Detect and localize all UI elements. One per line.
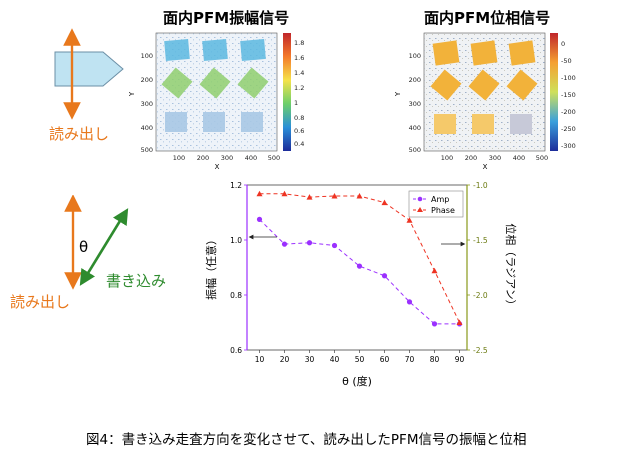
amp-x-tick: 500	[268, 154, 280, 162]
phase-point	[431, 267, 438, 274]
amp-point	[281, 241, 288, 247]
phase-map-domains	[430, 40, 538, 134]
phase-point	[281, 190, 288, 197]
phase-point	[331, 193, 338, 199]
write-label: 書き込み	[106, 272, 167, 290]
phase-point	[306, 194, 313, 200]
amp-y-tick: 400	[141, 124, 153, 132]
left-tick-label: 0.8	[230, 291, 242, 300]
amp-y-tick: 500	[141, 146, 153, 154]
phase-y-tick: 100	[409, 52, 421, 60]
x-tick-label: 70	[405, 355, 415, 364]
phase-map: 0 -50 -100 -150 -200 -250 -300 100 200 3…	[394, 32, 576, 170]
phase-point	[456, 319, 463, 325]
amp-point	[406, 299, 413, 305]
readout-label-top: 読み出し	[49, 125, 110, 143]
amp-cbar-tick: 0.8	[294, 114, 304, 122]
phase-x-label: X	[483, 163, 488, 170]
phase-y-tick: 400	[409, 124, 421, 132]
amp-cbar-tick: 0.4	[294, 140, 304, 148]
amp-y-tick: 100	[141, 52, 153, 60]
series-line-amp	[259, 219, 460, 325]
phase-x-tick: 500	[536, 154, 548, 162]
chart-right-y-label: 位相（ラジアン）	[504, 223, 518, 310]
amp-point	[431, 321, 438, 327]
legend-amp: Amp	[431, 195, 449, 204]
right-tick-label: -1.5	[473, 236, 488, 245]
amp-point	[381, 273, 388, 279]
amp-cbar-tick: 1.6	[294, 54, 304, 62]
amp-y-label: Y	[128, 91, 136, 97]
cantilever-tip-icon	[54, 51, 124, 87]
right-tick-label: -2.5	[473, 346, 488, 355]
readout-label-bottom: 読み出し	[10, 293, 71, 311]
theta-symbol: θ	[79, 238, 89, 256]
amp-map-domains	[161, 38, 269, 132]
amp-map-title: 面内PFM振幅信号	[163, 9, 290, 27]
phase-point	[381, 199, 388, 206]
phase-y-tick: 500	[409, 146, 421, 154]
x-tick-label: 90	[455, 355, 465, 364]
write-arrow-down-icon	[79, 216, 123, 286]
amp-y-tick: 300	[141, 100, 153, 108]
chart-x-label: θ (度)	[342, 374, 372, 388]
phase-map-title: 面内PFM位相信号	[424, 9, 551, 27]
phase-x-tick: 200	[465, 154, 477, 162]
amp-point	[331, 242, 338, 249]
phase-y-label: Y	[394, 91, 402, 97]
phase-y-tick: 200	[409, 76, 421, 84]
amp-x-label: X	[215, 163, 220, 170]
amp-cbar-tick: 1.2	[294, 84, 304, 92]
amp-phase-chart: 10 20 30 40 50 60 70 80 90 0.6 0.8 1.0 1.2 -1.0 -1.5…	[204, 181, 518, 388]
left-tick-label: 0.6	[230, 346, 242, 355]
x-tick-label: 30	[305, 355, 315, 364]
phase-y-tick: 300	[409, 100, 421, 108]
amp-x-tick: 200	[197, 154, 209, 162]
amp-point	[256, 216, 263, 222]
amp-point	[356, 263, 363, 269]
x-tick-label: 40	[330, 355, 340, 364]
phase-point	[256, 190, 263, 197]
tip-diagram	[54, 28, 124, 120]
amp-x-tick: 400	[245, 154, 257, 162]
amp-cbar-tick: 1.8	[294, 39, 304, 47]
x-tick-label: 60	[380, 355, 390, 364]
phase-cbar-tick: -150	[561, 91, 576, 99]
figure-caption: 図4：書き込み走査方向を変化させて、読み出したPFM信号の振幅と位相	[86, 432, 527, 448]
amp-x-tick: 100	[173, 154, 185, 162]
amp-map: 1.8 1.6 1.4 1.2 1 0.8 0.6 0.4 100 200 30…	[128, 32, 304, 170]
x-tick-label: 50	[355, 355, 365, 364]
amp-y-tick: 200	[141, 76, 153, 84]
right-tick-label: -1.0	[473, 181, 488, 190]
amp-x-tick: 300	[221, 154, 233, 162]
phase-x-tick: 300	[489, 154, 501, 162]
x-tick-label: 10	[255, 355, 265, 364]
phase-x-tick: 100	[441, 154, 453, 162]
phase-x-tick: 400	[513, 154, 525, 162]
phase-point	[406, 217, 413, 223]
amp-colorbar	[283, 33, 291, 151]
chart-left-y-label: 振幅（任意）	[204, 234, 218, 300]
left-tick-label: 1.2	[230, 181, 242, 190]
left-tick-label: 1.0	[230, 236, 242, 245]
phase-cbar-tick: -250	[561, 125, 576, 133]
phase-cbar-tick: -50	[561, 57, 572, 65]
angle-diagram	[64, 195, 129, 290]
amp-point	[306, 240, 313, 246]
right-tick-label: -2.0	[473, 291, 488, 300]
phase-colorbar	[550, 33, 558, 151]
phase-cbar-tick: -100	[561, 74, 576, 82]
amp-cbar-tick: 1	[294, 99, 298, 107]
phase-cbar-tick: -200	[561, 108, 576, 116]
x-tick-label: 80	[430, 355, 440, 364]
amp-cbar-tick: 0.6	[294, 127, 304, 135]
amp-cbar-tick: 1.4	[294, 69, 304, 77]
x-tick-label: 20	[280, 355, 290, 364]
phase-point	[356, 193, 363, 199]
phase-cbar-tick: 0	[561, 40, 565, 48]
phase-cbar-tick: -300	[561, 142, 576, 150]
chart-legend: Amp Phase	[408, 190, 464, 218]
legend-phase: Phase	[431, 206, 455, 215]
